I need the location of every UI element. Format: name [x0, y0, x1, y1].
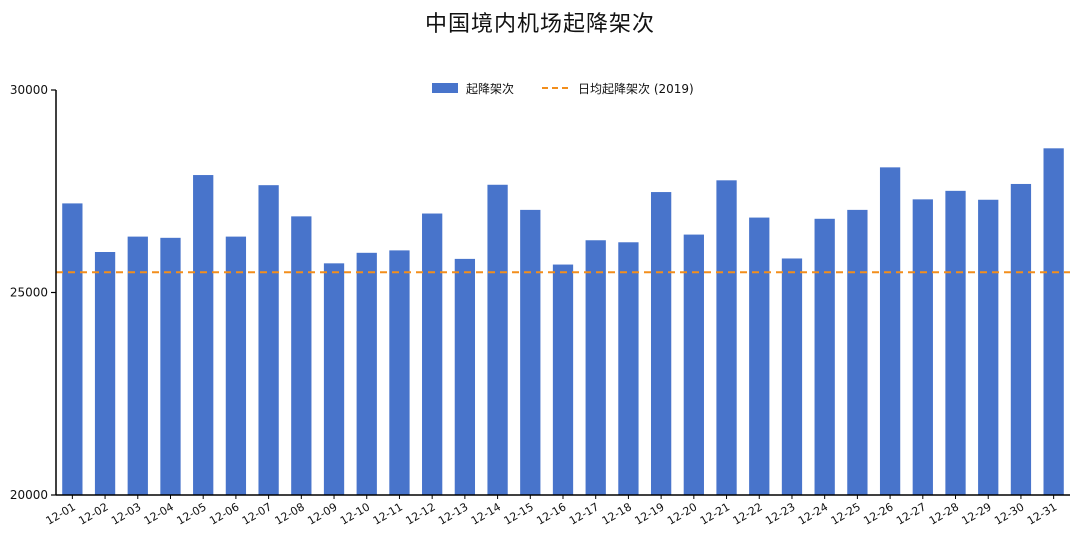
x-tick-label: 12-09 [305, 500, 339, 527]
bar-12-17 [585, 240, 606, 495]
bar-12-19 [650, 192, 672, 495]
x-tick-label: 12-31 [1025, 500, 1059, 527]
bar-12-04 [160, 237, 181, 495]
x-tick-label: 12-07 [240, 500, 274, 527]
bar-12-18 [618, 242, 639, 495]
bar-12-13 [454, 258, 476, 495]
bars-layer [62, 148, 1064, 496]
bar-12-12 [422, 213, 443, 495]
x-tick-label: 12-28 [927, 500, 961, 527]
x-tick-label: 12-05 [175, 500, 209, 527]
x-tick-label: 12-16 [534, 500, 568, 527]
bar-12-07 [258, 185, 279, 496]
x-tick-label: 12-12 [403, 500, 437, 527]
bar-12-21 [716, 180, 737, 495]
x-tick-label: 12-26 [861, 500, 895, 527]
y-tick-label: 25000 [10, 286, 48, 300]
x-tick-label: 12-13 [436, 500, 470, 527]
bar-12-29 [978, 199, 999, 495]
x-tick-label: 12-08 [273, 500, 307, 527]
x-tick-label: 12-14 [469, 500, 503, 527]
x-tick-label: 12-29 [960, 500, 994, 527]
x-tick-label: 12-18 [600, 500, 634, 527]
x-tick-label: 12-19 [632, 500, 666, 527]
bar-12-26 [879, 167, 901, 496]
bar-12-30 [1010, 183, 1032, 495]
x-tick-label: 12-23 [763, 500, 797, 527]
bar-12-27 [912, 199, 933, 495]
x-tick-label: 12-15 [502, 500, 536, 527]
bar-12-25 [847, 209, 868, 495]
y-tick-label: 30000 [10, 83, 48, 97]
x-tick-label: 12-20 [665, 500, 699, 527]
bar-12-20 [683, 234, 704, 495]
x-tick-label: 12-25 [829, 500, 863, 527]
bar-12-10 [356, 252, 377, 495]
bar-12-02 [94, 252, 116, 495]
bar-12-15 [520, 209, 541, 495]
bar-12-01 [62, 203, 83, 495]
bar-12-06 [225, 236, 247, 496]
bar-12-08 [291, 216, 312, 496]
x-tick-label: 12-10 [338, 500, 372, 527]
bar-12-14 [487, 184, 508, 495]
x-tick-label: 12-17 [567, 500, 601, 527]
bar-12-09 [323, 263, 345, 495]
legend-label-reference: 日均起降架次 (2019) [578, 82, 694, 96]
bar-12-24 [814, 218, 835, 496]
bar-12-23 [781, 258, 803, 495]
x-tick-label: 12-11 [371, 500, 405, 527]
bar-12-11 [389, 250, 410, 495]
x-tick-label: 12-30 [992, 500, 1026, 527]
chart-title: 中国境内机场起降架次 [424, 12, 655, 37]
bar-12-03 [127, 236, 148, 496]
x-tick-label: 12-27 [894, 500, 928, 527]
bar-12-28 [945, 190, 966, 495]
x-tick-label: 12-03 [109, 500, 143, 527]
legend-swatch-bars [432, 83, 458, 93]
x-tick-label: 12-04 [142, 500, 176, 527]
legend: 起降架次 日均起降架次 (2019) [432, 82, 694, 96]
bar-12-05 [193, 175, 214, 496]
bar-12-16 [552, 264, 574, 495]
x-tick-label: 12-24 [796, 500, 830, 527]
x-tick-label: 12-01 [44, 500, 78, 527]
x-tick-label: 12-21 [698, 500, 732, 527]
legend-label-bars: 起降架次 [466, 82, 514, 96]
bar-12-31 [1043, 148, 1064, 495]
x-tick-label: 12-22 [731, 500, 765, 527]
y-tick-label: 20000 [10, 488, 48, 502]
x-tick-label: 12-02 [76, 500, 110, 527]
bar-12-22 [749, 217, 770, 495]
x-tick-label: 12-06 [207, 500, 241, 527]
